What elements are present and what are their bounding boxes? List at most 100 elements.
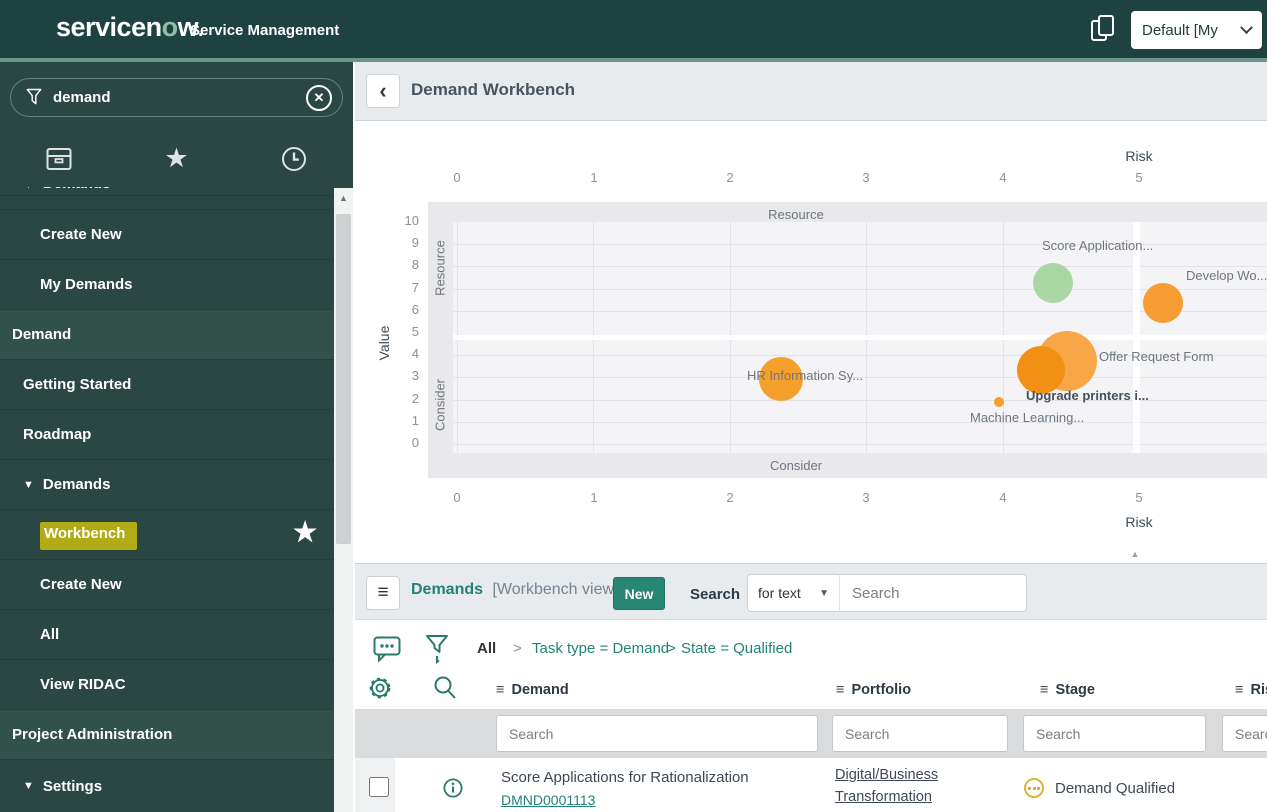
gridline [453, 400, 1267, 401]
filter-portfolio-input[interactable] [832, 715, 1008, 752]
update-set-picker[interactable]: Default [My [1131, 11, 1262, 49]
sidebar-scrollbar[interactable]: ▲ [334, 188, 353, 812]
history-tab[interactable] [264, 137, 324, 181]
portfolio-link[interactable]: Digital/Business Transformation [835, 767, 939, 805]
activity-stream-icon[interactable] [373, 636, 401, 668]
y-tick: 3 [411, 368, 419, 383]
filter-funnel-icon [26, 88, 42, 105]
x-tick-bottom: 4 [999, 490, 1007, 505]
search-icon[interactable] [432, 675, 458, 706]
scrollbar-thumb[interactable] [336, 214, 351, 544]
split-screen-icon[interactable] [1091, 15, 1117, 45]
y-tick: 9 [411, 235, 419, 250]
breadcrumb-filter-task-type[interactable]: Task type = Demand [532, 640, 670, 657]
logo-text: servicen [56, 12, 162, 42]
sidebar-section-demand[interactable]: Demand [0, 309, 353, 359]
list-context-menu-button[interactable]: ≡ [366, 576, 400, 610]
column-header-demand[interactable]: ≡ Demand [496, 682, 569, 698]
row-checkbox[interactable] [369, 777, 389, 797]
new-button[interactable]: New [613, 577, 665, 610]
sidebar-item-view-ridac[interactable]: View RIDAC [0, 659, 334, 709]
sidebar-item-create-new[interactable]: Create New [0, 209, 334, 259]
sidebar-item-all[interactable]: All [0, 609, 334, 659]
sidebar-group-settings[interactable]: ▼ Settings [0, 759, 334, 812]
sidebar-section-project-administration[interactable]: Project Administration [0, 709, 353, 759]
navigator-filter-box[interactable]: ✕ [10, 78, 343, 117]
x-tick-top: 0 [453, 170, 461, 185]
gridline [453, 266, 1267, 267]
gridline [453, 289, 1267, 290]
all-applications-tab[interactable] [29, 137, 89, 181]
favorite-star-icon[interactable]: ★ [293, 517, 318, 547]
y-tick: 10 [404, 213, 419, 228]
filter-funnel-icon[interactable] [425, 634, 449, 670]
bubble-hr-information-system[interactable] [759, 357, 803, 401]
bubble-score-applications[interactable] [1033, 263, 1073, 303]
list-view-label: [Workbench view] [492, 581, 619, 598]
update-set-value: Default [My [1142, 21, 1218, 39]
gridline [453, 377, 1267, 378]
list-title-link[interactable]: Demands [411, 581, 484, 598]
sidebar-item-my-demands[interactable]: My Demands [0, 259, 334, 309]
sidebar-item-workbench[interactable]: Workbench ★ [0, 509, 334, 559]
gear-icon[interactable] [367, 675, 393, 706]
clear-filter-icon[interactable]: ✕ [306, 84, 332, 111]
star-icon: ★ [164, 143, 189, 173]
breadcrumb-separator: > [667, 640, 676, 657]
filter-demand-input[interactable] [496, 715, 818, 752]
x-tick-bottom: 0 [453, 490, 461, 505]
sidebar-item-create-new-2[interactable]: Create New [0, 559, 334, 609]
gridline [453, 444, 1267, 445]
x-tick-bottom: 2 [726, 490, 734, 505]
chevron-down-icon: ▼ [819, 587, 829, 599]
info-icon[interactable] [443, 778, 463, 803]
application-navigator: ✕ ★ ▼Demands Create New My Demands Deman… [0, 62, 353, 812]
x-tick-top: 3 [862, 170, 870, 185]
sidebar-item-roadmap[interactable]: Roadmap [0, 409, 334, 459]
breadcrumb-filter-state[interactable]: State = Qualified [681, 640, 793, 657]
bubble-develop-workflow[interactable] [1143, 283, 1183, 323]
column-header-risk[interactable]: ≡Risk [1235, 682, 1267, 698]
demand-number-link[interactable]: DMND0001113 [501, 792, 596, 808]
x-tick-bottom: 5 [1135, 490, 1143, 505]
bubble-label: Develop Wo... [1186, 268, 1267, 283]
y-axis-title: Value [376, 325, 392, 361]
panel-splitter-icon[interactable]: ▲ [1130, 549, 1140, 559]
search-type-select[interactable]: for text ▼ [747, 574, 840, 612]
column-menu-icon: ≡ [836, 682, 845, 698]
breadcrumb-separator: > [513, 640, 522, 657]
top-header-bar: servicenow. Service Management Default [… [0, 0, 1267, 58]
stage-value: Demand Qualified [1055, 780, 1176, 797]
page-title: Demand Workbench [411, 80, 576, 99]
bubble-machine-learning[interactable] [994, 397, 1004, 407]
column-header-stage[interactable]: ≡ Stage [1040, 682, 1095, 698]
navigator-filter-input[interactable] [53, 89, 306, 106]
sidebar-item-demands-clipped[interactable]: ▼Demands [0, 187, 334, 196]
list-search-input[interactable] [840, 574, 1027, 612]
servicenow-logo[interactable]: servicenow. [56, 12, 203, 43]
y-tick: 7 [411, 280, 419, 295]
gridline [453, 311, 1267, 312]
back-chevron-icon: ‹ [379, 78, 387, 103]
logo-text-end: w [177, 12, 199, 42]
y-tick: 1 [411, 413, 419, 428]
product-name: Service Management [190, 22, 340, 39]
favorites-tab[interactable]: ★ [146, 137, 206, 181]
filter-risk-input[interactable] [1222, 715, 1267, 752]
navigator-tabs: ★ [0, 130, 353, 187]
breadcrumb-all[interactable]: All [477, 640, 497, 657]
column-header-portfolio[interactable]: ≡ Portfolio [836, 682, 912, 698]
bubble-upgrade-printers[interactable] [1017, 346, 1065, 394]
sidebar-group-demands[interactable]: ▼ Demands [0, 459, 334, 509]
column-filter-row [355, 709, 1267, 758]
quadrant-label-bottom: Consider [769, 458, 823, 473]
table-row: Score Applications for Rationalization D… [355, 758, 1267, 812]
scroll-up-icon[interactable]: ▲ [339, 193, 348, 203]
sidebar-item-getting-started[interactable]: Getting Started [0, 359, 334, 409]
back-button[interactable]: ‹ [366, 74, 400, 108]
logo-dot: . [198, 20, 203, 40]
y-tick: 2 [411, 391, 419, 406]
filter-stage-input[interactable] [1023, 715, 1206, 752]
y-tick: 8 [411, 257, 419, 272]
